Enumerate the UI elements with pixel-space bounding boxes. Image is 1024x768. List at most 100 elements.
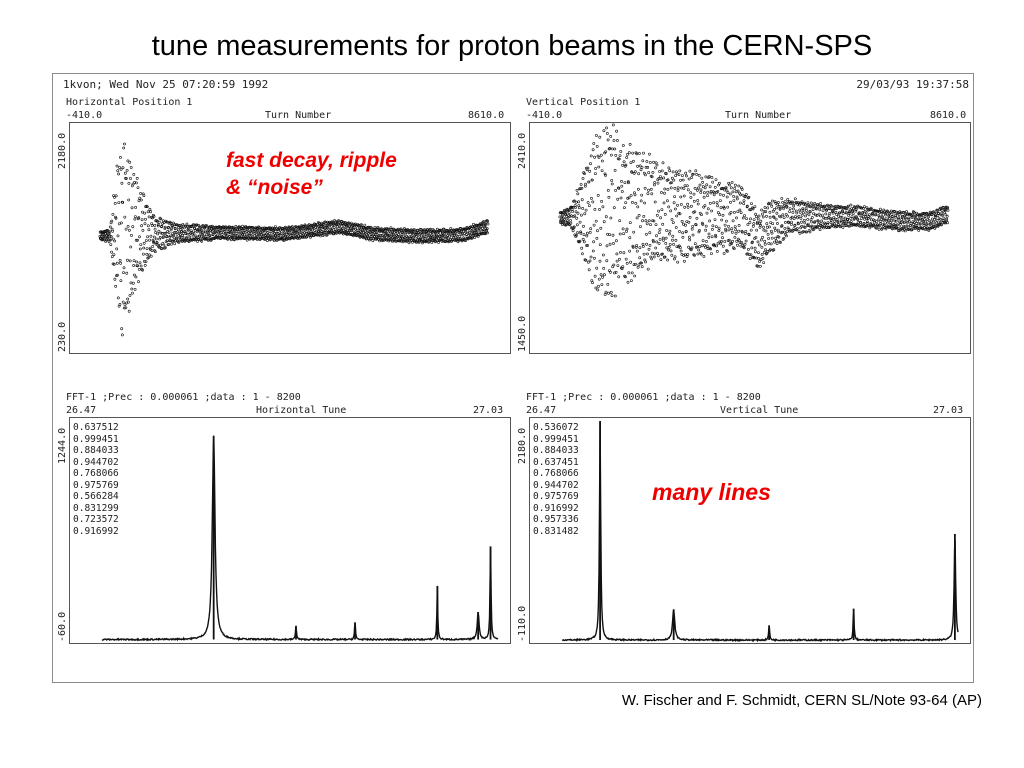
tune-list: 0.637512 0.999451 0.884033 0.944702 0.768066… xyxy=(73,422,119,537)
data-point xyxy=(586,166,590,170)
data-point xyxy=(173,227,177,231)
data-point xyxy=(141,229,145,232)
data-point xyxy=(110,219,114,223)
data-point xyxy=(153,224,157,227)
data-point xyxy=(427,231,431,234)
data-point xyxy=(114,216,118,220)
data-point xyxy=(823,204,827,208)
annotation-fast-decay: fast decay, ripple & “noise” xyxy=(226,147,397,201)
data-point xyxy=(838,211,842,215)
data-point xyxy=(616,139,619,142)
data-point xyxy=(685,174,688,178)
data-point xyxy=(152,241,156,245)
data-point xyxy=(595,266,599,270)
data-point xyxy=(486,231,489,235)
x-max-label: 27.03 xyxy=(933,405,964,416)
data-point xyxy=(859,221,863,224)
data-point xyxy=(580,213,583,217)
data-point xyxy=(579,230,583,234)
tune-value: 0.884033 xyxy=(533,445,579,456)
data-point xyxy=(125,169,129,172)
data-point xyxy=(631,201,634,204)
data-point xyxy=(912,221,916,224)
data-point xyxy=(882,218,885,222)
data-point xyxy=(569,221,573,225)
data-point xyxy=(935,221,939,225)
data-point xyxy=(588,204,591,208)
data-point xyxy=(828,225,832,229)
data-point xyxy=(679,178,683,182)
data-point xyxy=(202,230,206,234)
data-point xyxy=(711,180,715,184)
data-point xyxy=(934,225,938,229)
data-point xyxy=(849,203,853,207)
data-point xyxy=(754,236,758,239)
data-point xyxy=(900,214,904,218)
data-point xyxy=(794,201,798,204)
x-min-label: -410.0 xyxy=(526,110,563,121)
data-point xyxy=(935,219,939,222)
data-point xyxy=(147,215,151,219)
data-point xyxy=(328,223,332,227)
y-max-label: 2410.0 xyxy=(517,132,528,169)
data-point xyxy=(599,153,603,157)
data-point xyxy=(350,229,354,233)
data-point xyxy=(689,196,693,199)
data-point xyxy=(747,232,751,236)
data-point xyxy=(233,230,237,233)
data-point xyxy=(706,194,709,198)
data-point xyxy=(179,233,182,236)
data-point xyxy=(289,228,292,232)
data-point xyxy=(256,229,260,233)
data-point xyxy=(748,221,752,224)
data-point xyxy=(853,215,857,219)
data-point xyxy=(760,245,764,249)
data-point xyxy=(808,210,812,214)
data-point xyxy=(862,222,866,225)
data-point xyxy=(111,229,115,233)
data-point xyxy=(686,188,690,192)
data-point xyxy=(149,234,153,238)
data-point xyxy=(676,203,679,207)
plot-svg xyxy=(101,435,499,642)
data-point xyxy=(151,238,155,242)
data-point xyxy=(111,213,115,216)
data-point xyxy=(635,216,639,220)
data-point xyxy=(729,211,733,214)
data-point xyxy=(641,159,645,163)
data-point xyxy=(632,230,636,234)
data-point xyxy=(485,227,489,231)
data-point xyxy=(715,201,719,205)
data-point xyxy=(920,215,924,219)
data-point xyxy=(684,223,687,227)
data-point xyxy=(307,231,311,235)
data-point xyxy=(581,207,585,210)
data-point xyxy=(876,218,880,222)
data-point xyxy=(763,206,767,209)
data-point xyxy=(845,211,848,215)
data-point xyxy=(317,221,321,225)
data-point xyxy=(165,234,169,238)
data-point xyxy=(559,218,563,222)
data-point xyxy=(574,210,578,214)
panel-subtitle: Vertical Position 1 xyxy=(526,97,641,108)
panel-subtitle: FFT-1 ;Prec : 0.000061 ;data : 1 - 8200 xyxy=(66,392,301,403)
data-point xyxy=(332,222,336,226)
data-point xyxy=(717,226,721,230)
data-point xyxy=(730,181,734,184)
data-point xyxy=(486,219,490,223)
data-point xyxy=(647,171,651,175)
data-point xyxy=(652,255,656,259)
data-point xyxy=(925,222,929,226)
data-point xyxy=(644,260,648,264)
data-point xyxy=(838,225,842,229)
data-point xyxy=(471,233,475,237)
data-point xyxy=(750,202,753,206)
data-point xyxy=(759,219,763,223)
data-point xyxy=(757,243,761,247)
data-point xyxy=(672,178,676,182)
data-point xyxy=(112,253,116,257)
figure-header-left: 1kvon; Wed Nov 25 07:20:59 1992 xyxy=(63,78,269,91)
data-point xyxy=(788,207,792,211)
data-point xyxy=(585,234,589,238)
